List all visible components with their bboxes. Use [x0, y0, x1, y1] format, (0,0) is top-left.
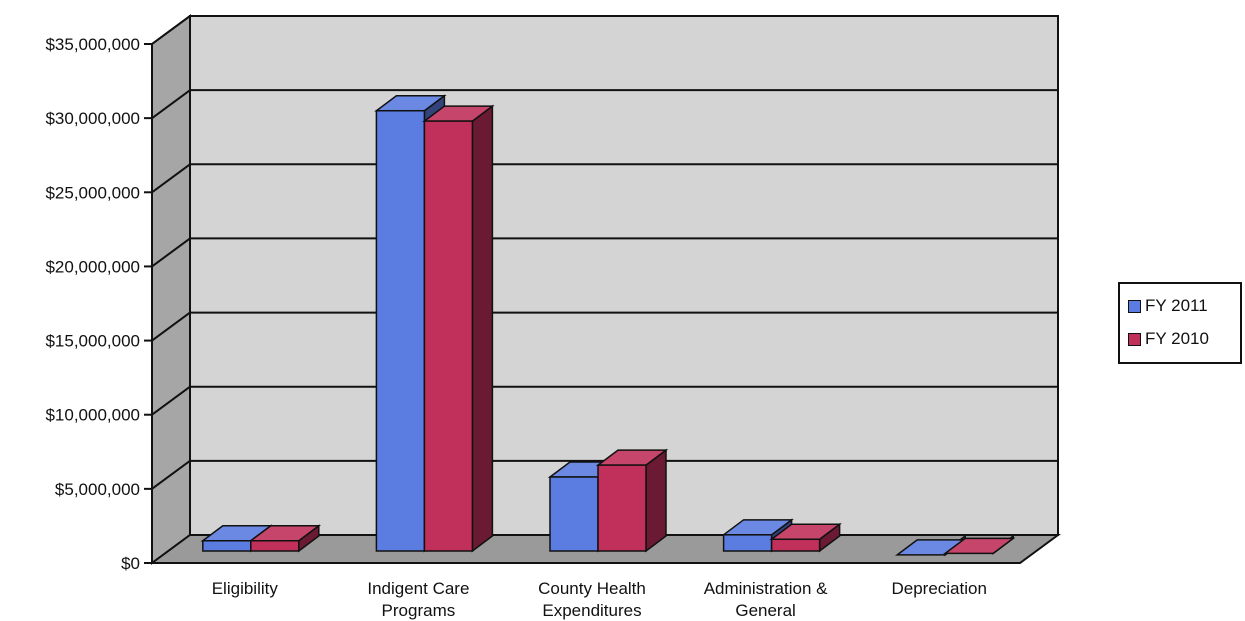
y-tick-label: $10,000,000 — [45, 406, 140, 425]
x-tick-label: Expenditures — [542, 601, 641, 620]
bar-front — [375, 109, 426, 552]
y-tick-label: $25,000,000 — [45, 183, 140, 202]
side-wall — [151, 14, 191, 565]
bar-1-1 — [422, 104, 495, 553]
y-tick-label: $30,000,000 — [45, 109, 140, 128]
bar-4-1 — [942, 534, 1016, 555]
y-tick-label: $20,000,000 — [45, 257, 140, 276]
x-tick-label: Administration & — [704, 579, 828, 598]
x-tick-label: General — [735, 601, 795, 620]
bar-front — [597, 464, 647, 552]
gridline-side — [151, 163, 191, 194]
y-axis-ticks: $0 $5,000,000 $10,000,000 $15,000,000 $20,00… — [45, 35, 153, 573]
bar-front — [202, 540, 252, 552]
x-axis-labels: Eligibility Indigent Care Programs County H… — [212, 579, 987, 620]
y-tick-label: $35,000,000 — [45, 35, 140, 54]
gridline-side — [151, 311, 191, 342]
x-tick-label: County Health — [538, 579, 646, 598]
bar-top — [942, 537, 1016, 555]
x-tick-label: Eligibility — [212, 579, 279, 598]
bar-0-1 — [248, 524, 322, 553]
x-tick-label: Depreciation — [891, 579, 986, 598]
bar-2-1 — [595, 448, 669, 553]
legend-item-fy2011: FY 2011 — [1128, 296, 1208, 316]
bar-front — [250, 540, 300, 552]
legend: FY 2011 FY 2010 — [1118, 282, 1242, 364]
legend-item-fy2010: FY 2010 — [1128, 329, 1209, 349]
y-tick-label: $0 — [121, 554, 140, 573]
x-tick-label: Indigent Care — [367, 579, 469, 598]
bar-side — [645, 448, 667, 553]
gridline-side — [151, 89, 191, 119]
gridline-side — [151, 15, 191, 45]
legend-swatch-fy2011 — [1128, 299, 1141, 313]
bar-side — [471, 104, 494, 553]
gridline-side — [151, 385, 191, 416]
gridline-side — [151, 237, 191, 268]
y-tick-label: $5,000,000 — [55, 480, 140, 499]
legend-label-fy2011: FY 2011 — [1145, 296, 1208, 315]
y-tick-label: $15,000,000 — [45, 332, 140, 351]
gridlines — [151, 15, 1058, 490]
legend-label-fy2010: FY 2010 — [1145, 329, 1209, 348]
bar-front — [770, 538, 821, 552]
bar-3-1 — [769, 522, 842, 553]
legend-swatch-fy2010 — [1128, 332, 1141, 346]
bar-front — [722, 534, 773, 552]
bar-front — [423, 120, 474, 552]
bar-front — [549, 476, 599, 552]
bars-group — [200, 94, 1016, 557]
gridline-side — [151, 460, 191, 490]
x-tick-label: Programs — [382, 601, 456, 620]
